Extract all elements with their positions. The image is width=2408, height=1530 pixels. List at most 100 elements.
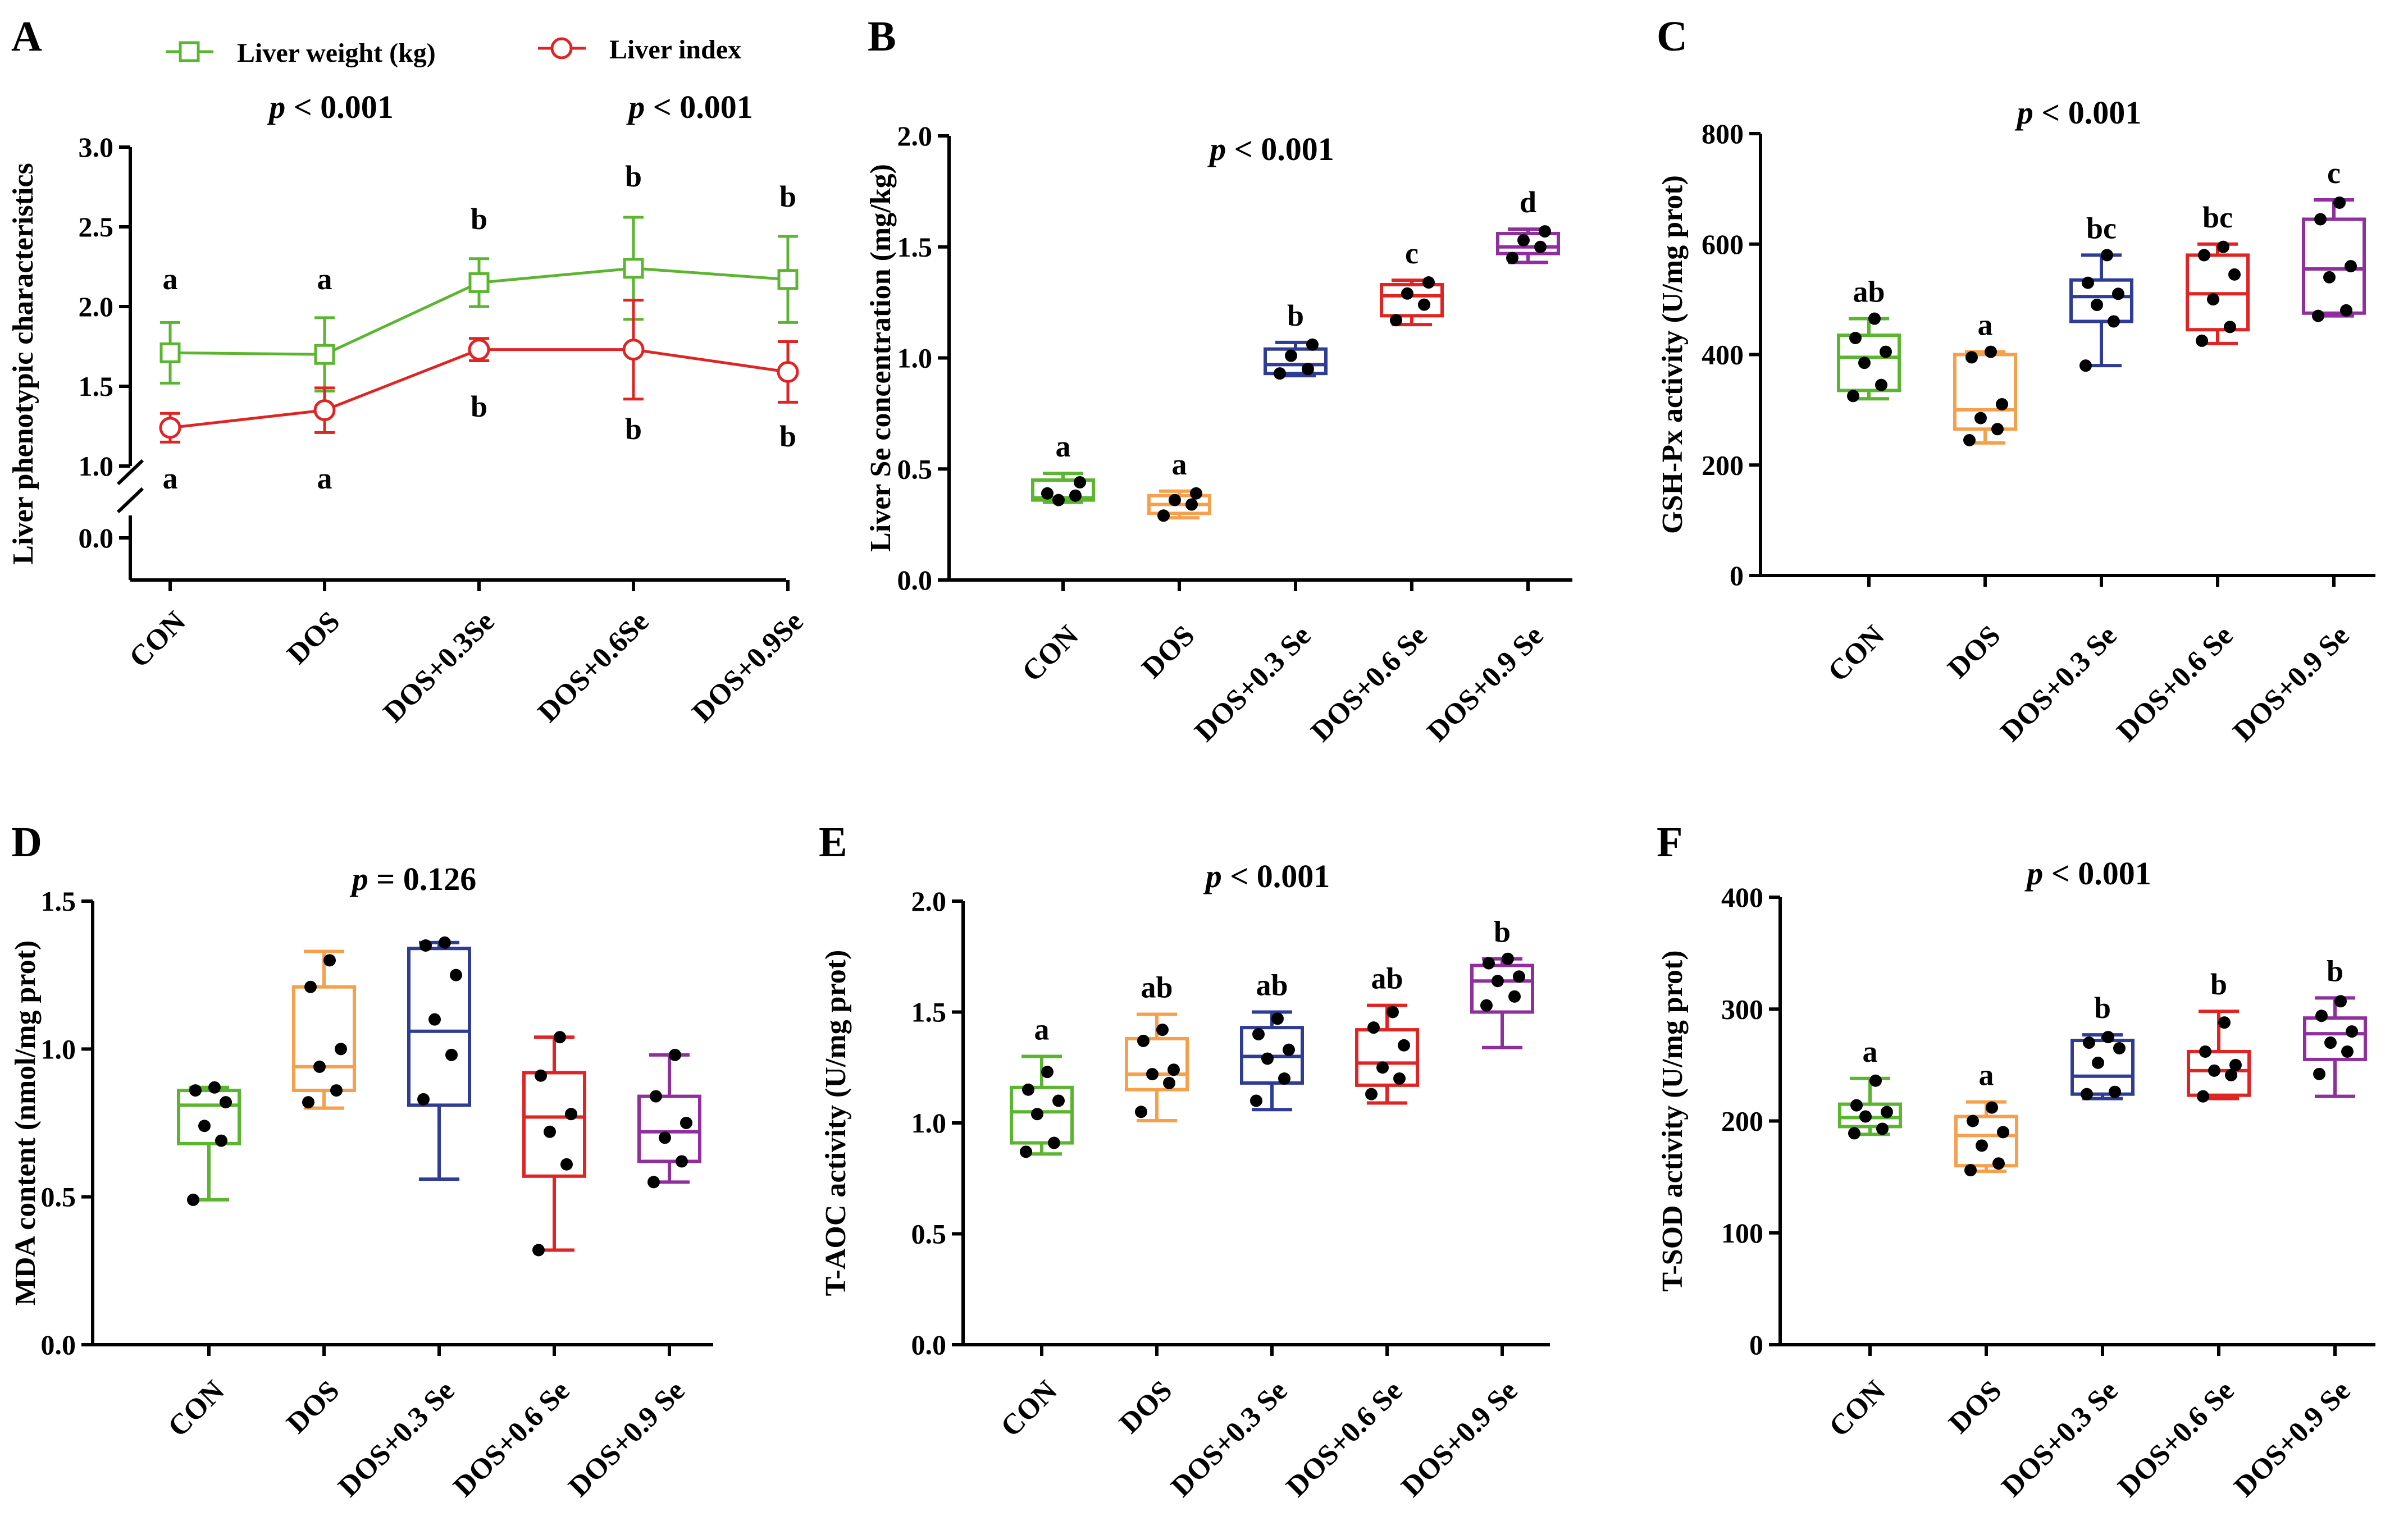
significance-letter: b [779,419,796,453]
y-tick-label: 0.0 [41,1329,76,1360]
y-tick-label: 1.5 [911,997,947,1028]
data-point [1052,494,1065,506]
x-tick-label: CON [123,605,191,674]
y-tick-label: 0.0 [897,564,933,596]
data-point [2208,1064,2220,1077]
box-rect [2187,1049,2251,1097]
data-point [680,1117,692,1129]
data-point [650,1090,662,1103]
box-2 [407,936,471,1181]
legend: Liver weight (kg) Liver index [166,35,741,68]
data-point [1185,498,1198,511]
box-4: c [2302,156,2366,322]
data-point [1869,1074,1882,1087]
x-tick-label: DOS [281,605,346,670]
significance-letter: c [1405,236,1419,270]
data-point [1387,1006,1399,1019]
data-point [1167,1063,1180,1076]
data-point [554,1031,566,1044]
box-1: ab [1125,970,1189,1123]
data-point [1847,390,1859,403]
data-point [1986,1101,1998,1114]
p-value-label: p < 0.001 [266,89,394,125]
x-tick-label: DOS [1943,1374,2008,1440]
box-1 [292,949,356,1110]
y-tick-label: 100 [1721,1217,1763,1249]
significance-letter: d [1520,185,1536,219]
box-rect [1837,334,1901,392]
legend-marker-square [179,41,200,62]
data-point [1976,1139,1988,1152]
data-point [2341,1045,2354,1058]
data-point [1306,338,1319,351]
data-point [1393,1072,1406,1085]
y-axis-label: T-SOD activity (U/mg prot) [1657,950,1689,1291]
series-liver-weight [159,216,799,393]
data-point [2228,268,2241,281]
data-point [2113,1042,2126,1054]
y-tick-label: 300 [1721,993,1763,1025]
x-tick-label: DOS+0.9 Se [2228,1374,2357,1503]
panel-letter: B [868,13,896,60]
box-3: c [1380,236,1444,327]
data-point [2101,249,2113,262]
x-tick-label: DOS+0.9 Se [563,1374,691,1503]
data-point [532,1244,545,1257]
data-point [2314,213,2327,226]
data-point [1502,952,1514,965]
data-point [1157,509,1170,522]
p-symbol: p [266,89,285,125]
data-point [2198,249,2210,262]
data-point [2313,1067,2325,1080]
y-tick-label: 2.0 [79,291,114,322]
data-point [2218,1016,2231,1029]
data-point [417,1093,430,1106]
significance-letter: a [163,262,178,296]
x-tick-label: DOS [1942,619,2007,684]
significance-letter: bc [2202,200,2233,234]
series-liver-index [159,299,799,444]
data-point [1302,363,1314,376]
data-point [2112,287,2124,300]
data-point [1483,957,1495,970]
significance-letter: b [2327,954,2343,988]
p-value-label: p < 0.001 [2024,855,2151,892]
data-point [198,1120,211,1132]
significance-letter: ab [1371,962,1403,995]
data-point [419,939,432,952]
significance-letter: a [1034,1013,1050,1047]
box-0: a [1838,1035,1902,1140]
data-point [2345,260,2357,273]
data-point [2197,1090,2209,1103]
box-0: a [1031,430,1095,506]
data-point [1964,1164,1977,1177]
x-tick-label: DOS+0.3 Se [1995,619,2123,748]
box-1: a [1954,1058,2018,1177]
data-point [1881,1106,1893,1118]
significance-letter: ab [1256,969,1288,1002]
box-rect [1838,1102,1902,1129]
y-tick-label: 3.0 [79,131,114,163]
significance-letter: b [625,412,642,446]
p-value-label: p < 0.001 [1203,858,1330,894]
p-symbol: p [2024,855,2043,892]
box-rect [2302,217,2366,315]
box-rect [1010,1085,1074,1145]
y-tick-label: 600 [1702,229,1744,260]
data-point [1252,1028,1265,1040]
data-point [1534,240,1547,253]
p-symbol: p [2014,94,2033,131]
significance-letter: a [1863,1035,1878,1068]
significance-letter: b [2210,967,2227,1001]
data-point [2108,315,2120,328]
p-value-label: p < 0.001 [2014,94,2142,131]
y-tick-label: 0 [1730,560,1744,591]
box-2: b [1264,299,1328,380]
box-rect [407,947,471,1107]
y-tick-label: 200 [1702,449,1744,481]
data-marker-square [623,258,644,279]
